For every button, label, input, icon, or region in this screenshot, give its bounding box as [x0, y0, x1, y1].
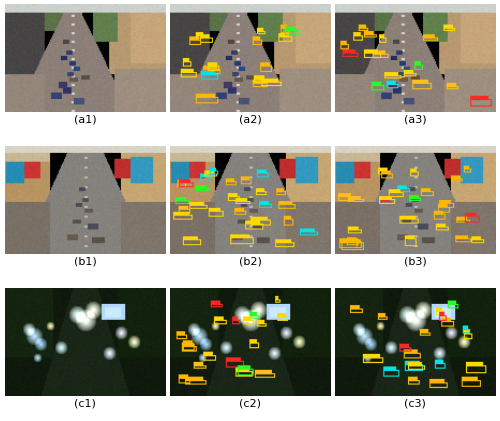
X-axis label: (c3): (c3): [404, 399, 426, 408]
X-axis label: (b2): (b2): [238, 256, 262, 266]
X-axis label: (a1): (a1): [74, 115, 96, 125]
X-axis label: (a3): (a3): [404, 115, 426, 125]
X-axis label: (a2): (a2): [238, 115, 262, 125]
X-axis label: (b1): (b1): [74, 256, 96, 266]
X-axis label: (c1): (c1): [74, 399, 96, 408]
X-axis label: (c2): (c2): [239, 399, 261, 408]
X-axis label: (b3): (b3): [404, 256, 426, 266]
